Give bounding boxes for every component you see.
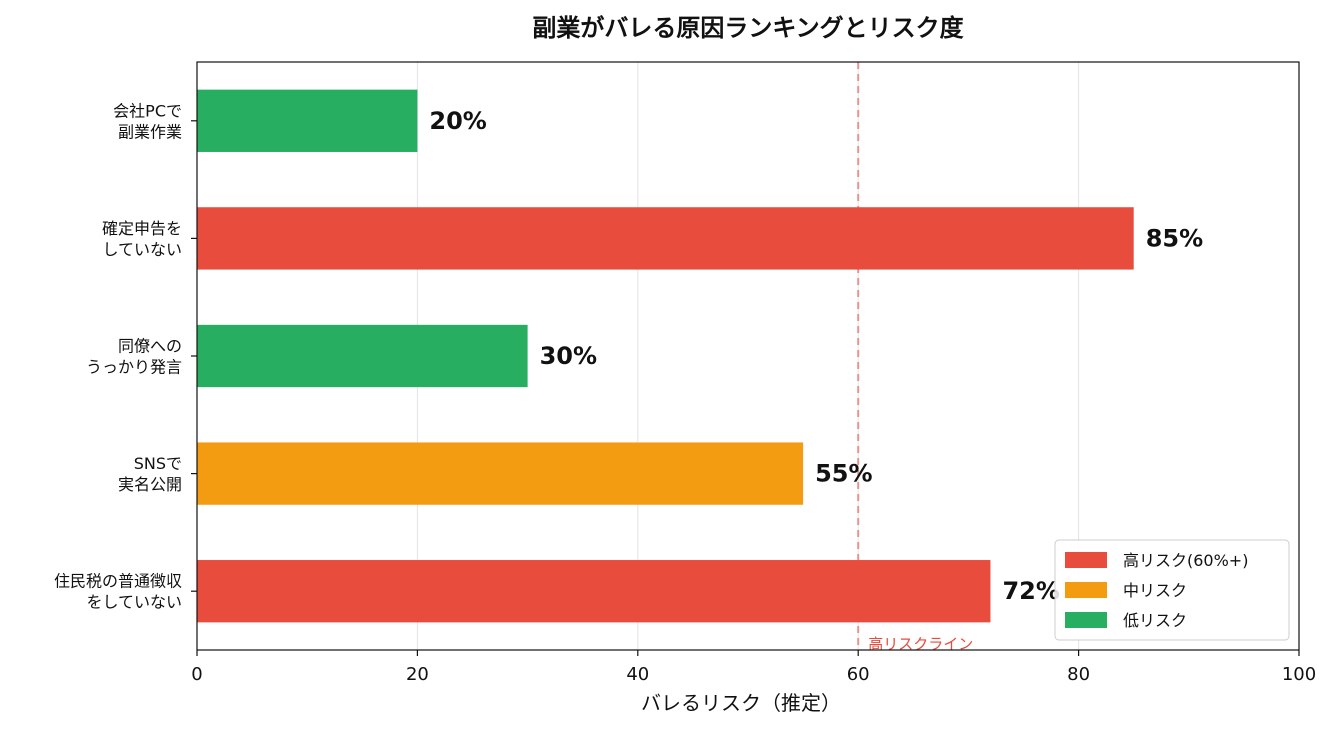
bar: [197, 560, 991, 623]
data-label: 72%: [1002, 577, 1059, 605]
x-tick-label: 100: [1282, 664, 1316, 685]
chart-title: 副業がバレる原因ランキングとリスク度: [532, 14, 964, 42]
data-label: 55%: [815, 460, 872, 488]
y-tick-label: うっかり発言: [86, 358, 182, 377]
x-tick-label: 20: [406, 664, 429, 685]
x-tick-label: 0: [191, 664, 202, 685]
legend-label: 中リスク: [1123, 581, 1187, 600]
y-tick-label: していない: [102, 240, 182, 259]
x-tick-label: 60: [847, 664, 870, 685]
x-tick-label: 80: [1067, 664, 1090, 685]
bar: [197, 207, 1134, 270]
y-tick-label: 住民税の普通徴収: [54, 572, 182, 591]
x-axis: 0 20 40 60 80 100: [191, 650, 1316, 685]
reference-line-group: 高リスクライン: [857, 62, 973, 653]
bar: [197, 324, 528, 388]
data-labels: 20% 85% 30% 55% 72%: [429, 107, 1203, 605]
y-tick-label: 実名公開: [118, 475, 182, 494]
reference-line-label: 高リスクライン: [868, 635, 973, 653]
data-label: 20%: [429, 107, 486, 135]
bars: [197, 89, 1134, 623]
legend-swatch: [1065, 612, 1107, 628]
bar: [197, 89, 418, 152]
legend-label: 低リスク: [1123, 611, 1187, 630]
x-axis-label: バレるリスク（推定）: [641, 691, 841, 715]
y-tick-label: 会社PCで: [113, 101, 182, 120]
y-tick-label: 同僚への: [118, 337, 182, 356]
y-tick-label: 確定申告を: [102, 219, 182, 238]
x-tick-label: 40: [626, 664, 649, 685]
data-label: 85%: [1146, 224, 1203, 252]
y-tick-label: SNSで: [134, 454, 182, 473]
y-tick-label: 副業作業: [118, 122, 182, 141]
y-tick-label: をしていない: [86, 593, 182, 612]
legend-label: 高リスク(60%+): [1123, 551, 1248, 570]
data-label: 30%: [540, 342, 597, 370]
legend-swatch: [1065, 552, 1107, 568]
legend-swatch: [1065, 582, 1107, 598]
bar: [197, 442, 804, 505]
legend-frame: [1054, 539, 1290, 641]
